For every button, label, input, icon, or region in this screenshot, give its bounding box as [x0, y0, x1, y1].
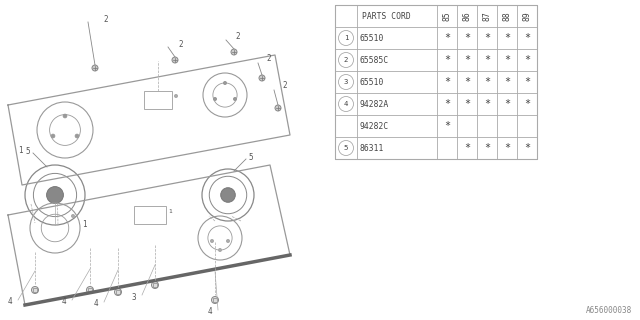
Circle shape — [218, 249, 221, 252]
Text: *: * — [484, 55, 490, 65]
Text: *: * — [464, 143, 470, 153]
Circle shape — [172, 57, 178, 63]
Circle shape — [47, 187, 63, 204]
Circle shape — [223, 82, 227, 84]
Circle shape — [152, 282, 159, 289]
Text: *: * — [444, 55, 450, 65]
Bar — [33, 288, 37, 292]
Circle shape — [231, 49, 237, 55]
Text: 65510: 65510 — [360, 77, 385, 86]
Circle shape — [259, 75, 265, 81]
Bar — [144, 91, 172, 109]
Text: 2: 2 — [282, 81, 287, 90]
Text: 87: 87 — [483, 11, 492, 21]
Text: 1: 1 — [344, 35, 348, 41]
Text: A656000038: A656000038 — [586, 306, 632, 315]
Circle shape — [234, 98, 237, 100]
Text: *: * — [504, 143, 510, 153]
Text: 5: 5 — [344, 145, 348, 151]
Text: 4: 4 — [344, 101, 348, 107]
Text: 2: 2 — [178, 39, 182, 49]
Text: *: * — [524, 143, 530, 153]
Circle shape — [275, 105, 281, 111]
Circle shape — [214, 98, 216, 100]
Circle shape — [76, 134, 79, 138]
Circle shape — [115, 289, 122, 295]
Text: *: * — [464, 55, 470, 65]
Text: 4: 4 — [61, 298, 67, 307]
Text: 2: 2 — [266, 53, 271, 62]
Circle shape — [221, 188, 236, 202]
Circle shape — [211, 239, 214, 243]
Text: *: * — [524, 77, 530, 87]
Circle shape — [51, 134, 55, 138]
Text: *: * — [504, 55, 510, 65]
Text: 2: 2 — [235, 31, 239, 41]
Text: *: * — [464, 33, 470, 43]
Circle shape — [86, 286, 93, 293]
Circle shape — [31, 286, 38, 293]
Text: 86: 86 — [463, 11, 472, 21]
Circle shape — [92, 65, 98, 71]
Text: *: * — [444, 121, 450, 131]
Bar — [213, 298, 217, 302]
Text: 5: 5 — [248, 153, 253, 162]
Text: 4: 4 — [208, 308, 212, 316]
Text: *: * — [444, 33, 450, 43]
Bar — [88, 288, 92, 292]
Text: 86311: 86311 — [360, 143, 385, 153]
Text: 5: 5 — [25, 147, 29, 156]
Text: *: * — [524, 33, 530, 43]
Text: *: * — [484, 77, 490, 87]
Text: 2: 2 — [344, 57, 348, 63]
Text: *: * — [464, 77, 470, 87]
Bar — [134, 206, 166, 224]
Text: 2: 2 — [103, 14, 108, 23]
Text: 88: 88 — [502, 11, 511, 21]
Text: 85: 85 — [442, 11, 451, 21]
Circle shape — [227, 239, 230, 243]
Circle shape — [72, 214, 74, 218]
Circle shape — [175, 94, 177, 98]
Text: *: * — [504, 99, 510, 109]
Text: 65585C: 65585C — [360, 55, 389, 65]
Text: 3: 3 — [132, 292, 136, 301]
Text: 1: 1 — [82, 220, 86, 228]
Bar — [335, 5, 537, 159]
Bar — [116, 290, 120, 294]
Text: *: * — [504, 77, 510, 87]
Circle shape — [63, 114, 67, 118]
Text: *: * — [444, 77, 450, 87]
Text: *: * — [524, 55, 530, 65]
Text: *: * — [464, 99, 470, 109]
Bar — [153, 283, 157, 287]
Text: 1: 1 — [168, 209, 172, 213]
Text: PARTS CORD: PARTS CORD — [362, 12, 410, 20]
Text: *: * — [444, 99, 450, 109]
Text: 1: 1 — [18, 146, 22, 155]
Text: *: * — [484, 99, 490, 109]
Circle shape — [211, 297, 218, 303]
Text: *: * — [484, 33, 490, 43]
Text: 65510: 65510 — [360, 34, 385, 43]
Text: 89: 89 — [522, 11, 531, 21]
Text: 94282A: 94282A — [360, 100, 389, 108]
Text: 94282C: 94282C — [360, 122, 389, 131]
Text: 4: 4 — [8, 298, 12, 307]
Text: 4: 4 — [93, 300, 99, 308]
Text: *: * — [504, 33, 510, 43]
Text: *: * — [484, 143, 490, 153]
Text: *: * — [524, 99, 530, 109]
Text: 3: 3 — [344, 79, 348, 85]
